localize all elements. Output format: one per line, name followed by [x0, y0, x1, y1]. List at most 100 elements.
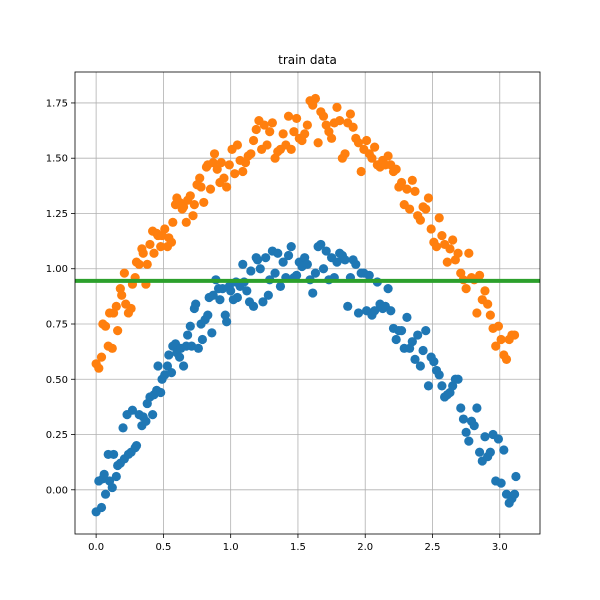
scatter-point — [278, 257, 288, 267]
scatter-point — [469, 421, 479, 431]
scatter-point — [480, 286, 490, 296]
scatter-point — [353, 138, 364, 148]
scatter-point — [107, 343, 117, 353]
scatter-point — [138, 248, 148, 258]
scatter-point — [391, 334, 401, 345]
y-tick-label: 1.00 — [46, 264, 68, 275]
scatter-point — [230, 169, 240, 179]
scatter-point — [209, 149, 220, 159]
scatter-point — [386, 306, 396, 316]
scatter-point — [410, 354, 420, 364]
scatter-point — [149, 248, 159, 258]
scatter-series-1 — [91, 239, 521, 517]
scatter-point — [153, 361, 163, 371]
scatter-point — [509, 489, 520, 499]
scatter-point — [134, 259, 144, 269]
scatter-point — [402, 312, 412, 322]
scatter-point — [445, 244, 455, 254]
scatter-point — [232, 292, 243, 303]
scatter-point — [461, 284, 471, 294]
scatter-point — [332, 257, 342, 267]
scatter-point — [174, 352, 185, 362]
scatter-point — [383, 284, 393, 294]
x-tick-label: 2.0 — [357, 542, 373, 553]
scatter-point — [96, 352, 107, 362]
scatter-point — [391, 164, 401, 174]
scatter-point — [326, 133, 337, 143]
scatter-point — [156, 242, 166, 252]
scatter-point — [270, 268, 280, 278]
scatter-point — [148, 410, 158, 420]
scatter-point — [396, 326, 407, 336]
scatter-point — [292, 113, 302, 124]
scatter-point — [242, 286, 252, 296]
scatter-point — [511, 471, 521, 482]
scatter-point — [461, 427, 471, 437]
scatter-point — [185, 191, 195, 201]
scatter-point — [127, 405, 138, 415]
scatter-point — [300, 129, 310, 139]
scatter-point — [181, 217, 191, 227]
scatter-point — [383, 151, 393, 161]
scatter-point — [485, 447, 495, 457]
scatter-point — [168, 217, 178, 227]
scatter-point — [493, 321, 504, 331]
scatter-point — [509, 330, 520, 340]
scatter-point — [216, 158, 226, 168]
axes — [71, 71, 541, 538]
scatter-point — [292, 270, 302, 280]
scatter-point — [262, 140, 272, 150]
scatter-point — [286, 144, 296, 154]
scatter-series-2 — [91, 93, 520, 373]
scatter-point — [199, 197, 209, 208]
scatter-point — [308, 288, 318, 298]
scatter-point — [318, 264, 329, 274]
scatter-point — [429, 356, 439, 367]
scatter-point — [238, 166, 248, 177]
scatter-point — [437, 381, 447, 391]
scatter-point — [448, 235, 458, 245]
scatter-point — [113, 326, 123, 336]
scatter-point — [343, 301, 353, 311]
scatter-point — [464, 436, 474, 446]
scatter-point — [131, 440, 142, 451]
scatter-point — [99, 469, 109, 479]
scatter-point — [480, 432, 490, 442]
tick-labels: 0.0 0.5 1.0 1.5 2.0 2.5 3.0 0.00 0.25 0.50 0.75 1.0… — [46, 98, 508, 553]
y-tick-label: 1.75 — [46, 98, 68, 109]
scatter-point — [421, 204, 431, 214]
scatter-point — [195, 173, 205, 183]
scatter-point — [496, 478, 506, 488]
scatter-point — [178, 361, 189, 371]
plot-frame — [74, 71, 541, 535]
scatter-point — [453, 248, 463, 258]
scatter-point — [141, 416, 151, 426]
grid — [75, 72, 540, 534]
scatter-point — [162, 361, 173, 371]
scatter-point — [442, 257, 452, 267]
scatter-point — [370, 306, 380, 316]
scatter-point — [246, 266, 256, 276]
y-tick-label: 0.50 — [46, 375, 68, 386]
scatter-point — [472, 403, 482, 413]
scatter-point — [145, 239, 155, 250]
scatter-point — [431, 242, 442, 252]
scatter-point — [246, 149, 256, 159]
scatter-point — [100, 489, 111, 499]
scatter-point — [222, 182, 232, 192]
scatter-point — [185, 321, 195, 331]
x-tick-label: 3.0 — [492, 542, 508, 553]
scatter-point — [474, 270, 485, 280]
scatter-point — [183, 330, 193, 340]
scatter-point — [407, 337, 417, 347]
scatter-point — [434, 213, 444, 223]
x-tick-label: 1.0 — [223, 542, 239, 553]
scatter-point — [335, 116, 345, 126]
scatter-point — [418, 345, 428, 356]
scatter-point — [289, 127, 299, 137]
scatter-point — [208, 158, 218, 168]
scatter-point — [126, 303, 136, 314]
scatter-point — [215, 295, 225, 305]
scatter-point — [275, 281, 286, 292]
